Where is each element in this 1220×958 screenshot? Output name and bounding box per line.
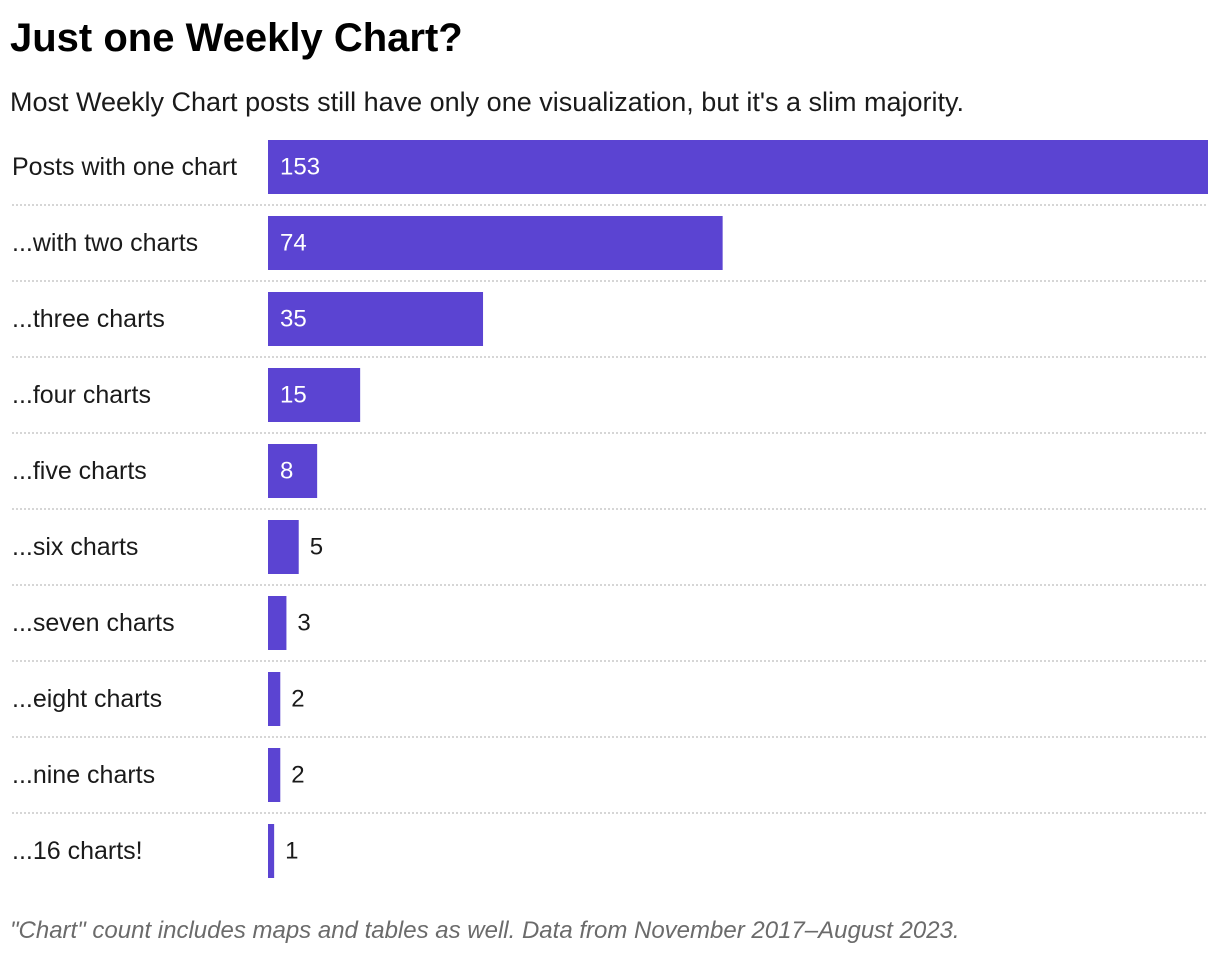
value-label: 1 (285, 838, 298, 865)
category-label: ...four charts (12, 381, 151, 409)
category-label: ...nine charts (12, 761, 155, 789)
category-label: ...three charts (12, 305, 165, 333)
bar (268, 672, 281, 726)
value-label: 2 (291, 762, 304, 789)
bar (268, 824, 275, 878)
category-label: ...five charts (12, 457, 147, 485)
bar (268, 140, 1208, 194)
value-label: 153 (280, 154, 320, 181)
category-label: ...eight charts (12, 685, 162, 713)
bar (268, 368, 361, 422)
chart-title: Just one Weekly Chart? (10, 16, 463, 60)
category-label: ...16 charts! (12, 837, 143, 865)
bar (268, 444, 318, 498)
value-label: 8 (280, 458, 293, 485)
value-label: 2 (291, 686, 304, 713)
value-label: 3 (297, 610, 310, 637)
bar (268, 520, 299, 574)
category-label: ...six charts (12, 533, 138, 561)
category-label: Posts with one chart (12, 153, 237, 181)
bar (268, 292, 484, 346)
bar (268, 748, 281, 802)
value-label: 15 (280, 382, 307, 409)
bar-chart: Posts with one chart 153...with two chart… (12, 140, 1208, 878)
category-label: ...with two charts (12, 229, 198, 257)
chart-footnote: "Chart" count includes maps and tables a… (10, 917, 960, 944)
bar (268, 216, 723, 270)
category-label: ...seven charts (12, 609, 175, 637)
value-label: 5 (310, 534, 323, 561)
value-label: 74 (280, 230, 307, 257)
chart-subtitle: Most Weekly Chart posts still have only … (10, 87, 965, 117)
bar (268, 596, 287, 650)
value-label: 35 (280, 306, 307, 333)
